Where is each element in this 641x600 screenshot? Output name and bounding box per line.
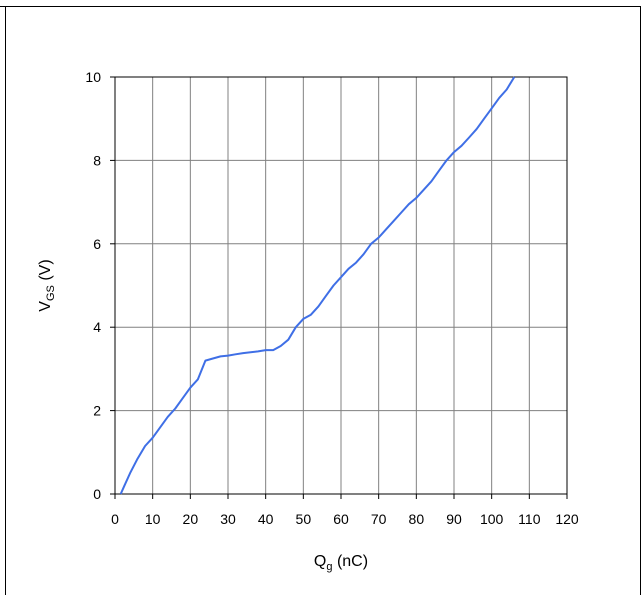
x-axis-tick-labels: 0 10 20 30 40 50 60 70 80 90 100 110 120 — [111, 511, 579, 527]
x-tick-label: 120 — [555, 511, 579, 527]
x-tick-label: 90 — [446, 511, 462, 527]
grid-lines — [110, 76, 568, 499]
x-axis-title-unit: (nC) — [333, 553, 369, 570]
x-tick-label: 110 — [518, 511, 541, 527]
x-tick-label: 20 — [183, 511, 199, 527]
x-tick-label: 0 — [111, 511, 119, 527]
x-tick-label: 40 — [258, 511, 274, 527]
x-tick-label: 50 — [296, 511, 312, 527]
x-axis-title-main: Q — [314, 553, 326, 570]
x-tick-label: 70 — [371, 511, 387, 527]
y-tick-label: 8 — [93, 152, 101, 168]
y-tick-label: 6 — [93, 236, 101, 252]
plot-area-border — [114, 76, 568, 495]
y-tick-label: 4 — [93, 319, 101, 335]
y-axis-title: VGS (V) — [37, 259, 57, 311]
y-tick-label: 0 — [93, 486, 101, 502]
x-axis-title-subscript: g — [326, 561, 332, 573]
x-tick-label: 80 — [409, 511, 425, 527]
series-line — [119, 76, 516, 495]
x-tick-label: 10 — [145, 511, 161, 527]
y-axis-title-unit: (V) — [37, 259, 54, 285]
y-tick-label: 2 — [93, 403, 101, 419]
x-axis-title: Qg (nC) — [314, 553, 368, 573]
y-axis-tick-labels: 0 2 4 6 8 10 — [85, 69, 101, 502]
y-axis-title-subscript: GS — [45, 285, 57, 301]
x-tick-label: 100 — [480, 511, 504, 527]
x-tick-label: 30 — [220, 511, 236, 527]
y-tick-label: 10 — [85, 69, 101, 85]
y-axis-title-main: V — [37, 301, 54, 312]
x-tick-label: 60 — [333, 511, 349, 527]
